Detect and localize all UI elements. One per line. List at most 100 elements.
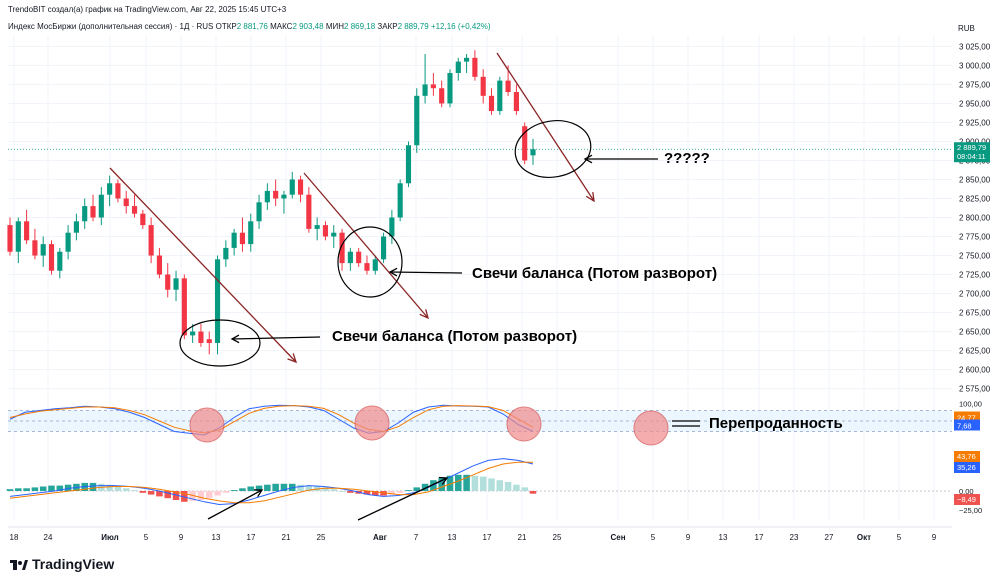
trend-arrow-1-head <box>287 353 298 364</box>
candle-body <box>223 247 229 260</box>
pointer-arrow-3-head <box>583 154 593 164</box>
candle-body <box>472 57 478 77</box>
x-tick-label: 17 <box>483 533 492 542</box>
candle-body <box>497 80 503 112</box>
macd-histogram-bar <box>197 491 205 500</box>
macd-histogram-bar <box>280 483 288 491</box>
x-tick-label: 7 <box>414 533 419 542</box>
macd-histogram-bar <box>421 483 429 491</box>
candle-body <box>32 240 38 256</box>
pointer-arrow-1 <box>231 336 321 340</box>
macd-histogram-bar <box>23 488 30 491</box>
macd-histogram-bar <box>31 487 39 491</box>
macd-histogram-bar <box>255 485 263 491</box>
macd-tick: −25,00 <box>959 506 982 515</box>
y-tick-label: 2 800,00 <box>959 214 991 223</box>
macd-histogram-bar <box>139 491 147 493</box>
macd-arrow-1-head <box>253 489 264 498</box>
macd-histogram-bar <box>239 488 246 491</box>
candle-body <box>364 263 370 271</box>
macd-histogram-bar <box>372 491 379 496</box>
macd-histogram-bar <box>89 482 97 491</box>
candle-body <box>273 190 279 199</box>
macd-histogram-bar <box>446 475 454 491</box>
tradingview-logo[interactable]: TradingView <box>10 556 114 572</box>
macd-histogram-bar <box>405 490 412 491</box>
candle-body <box>24 221 30 241</box>
candle-body <box>414 95 420 146</box>
circle-balance-2 <box>337 226 403 298</box>
candle-body <box>65 232 71 252</box>
macd-histogram-bar <box>222 491 230 493</box>
candle-body <box>131 206 138 214</box>
y-tick-label: 2 825,00 <box>959 194 991 203</box>
macd-histogram-bar <box>106 484 113 491</box>
candle-body <box>57 251 63 271</box>
candle-body <box>73 221 79 233</box>
x-tick-label: 5 <box>144 533 149 542</box>
y-tick-label: 2 900,00 <box>959 137 991 146</box>
x-tick-label: 9 <box>179 533 184 542</box>
candle-body <box>439 88 445 104</box>
price-axis[interactable]: 3 025,00 3 000,00 2 975,00 2 950,00 2 925,00… <box>959 42 991 515</box>
macd-value-box <box>954 451 980 462</box>
candle-body <box>281 194 287 199</box>
candle-body <box>173 278 179 290</box>
candle-body <box>198 331 204 343</box>
macd-hist-box <box>954 494 980 505</box>
macd-histogram-bar <box>330 489 338 491</box>
y-tick-label: 2 975,00 <box>959 80 991 89</box>
candle-body <box>389 217 395 237</box>
y-tick-label: 2 750,00 <box>959 252 991 261</box>
candle-body <box>40 244 46 256</box>
candle-body <box>314 225 320 229</box>
candle-body <box>181 278 187 336</box>
macd-histogram-bar <box>264 484 271 491</box>
macd-value: 43,76 <box>957 452 976 461</box>
candle-body <box>347 251 353 264</box>
annotation-balance-upper: Свечи баланса (Потом разворот) <box>472 265 718 282</box>
candle-body <box>339 232 345 264</box>
candle-body <box>480 76 486 96</box>
candle-body <box>140 213 146 226</box>
macd-histogram-bar <box>396 491 404 493</box>
candle-body <box>322 225 329 237</box>
legend-line: Индекс МосБиржи (дополнительная сессия) … <box>8 22 491 31</box>
pointer-arrow-2 <box>389 271 463 274</box>
macd-histogram-bar <box>64 484 72 491</box>
x-tick-label: 5 <box>651 533 656 542</box>
candle-body <box>356 251 362 264</box>
macd-histogram-bar <box>363 491 371 495</box>
trend-arrow-2 <box>303 172 429 319</box>
macd-histogram-bar <box>338 491 346 492</box>
logo-text: TradingView <box>32 556 115 572</box>
candle-body <box>380 236 387 260</box>
candle-series <box>7 50 536 355</box>
candle-body <box>430 84 436 89</box>
instrument-name: Индекс МосБиржи (дополнительная сессия) … <box>8 22 214 31</box>
high-label: МАКС <box>270 22 293 31</box>
y-tick-label: 2 775,00 <box>959 233 991 242</box>
macd-tick: 0,00 <box>959 487 974 496</box>
macd-histogram-bar <box>214 491 221 496</box>
macd-histogram-bar <box>39 486 47 491</box>
macd-histogram-bar <box>247 486 255 491</box>
time-axis[interactable]: 18 24 Июл 5 9 13 17 21 25 Авг 7 13 17 21 25 Сен 5 9 13 17 23… <box>10 533 937 542</box>
candle-body <box>306 194 312 229</box>
x-tick-label: 23 <box>790 533 799 542</box>
x-tick-label: 25 <box>553 533 562 542</box>
currency-label[interactable]: RUB <box>958 24 975 33</box>
macd-histogram-bar <box>48 485 55 491</box>
close-label: ЗАКР <box>377 22 398 31</box>
macd-histogram-bar <box>131 490 138 491</box>
candle-body <box>15 221 21 252</box>
trend-arrow-3 <box>496 52 595 202</box>
macd-histogram-bar <box>496 480 504 491</box>
candle-body <box>115 183 121 199</box>
stoch-tick: 100,00 <box>959 400 982 409</box>
macd-histogram-bar <box>529 491 537 494</box>
oversold-circle <box>189 407 225 443</box>
change-value: +12,16 (+0,42%) <box>430 22 491 31</box>
